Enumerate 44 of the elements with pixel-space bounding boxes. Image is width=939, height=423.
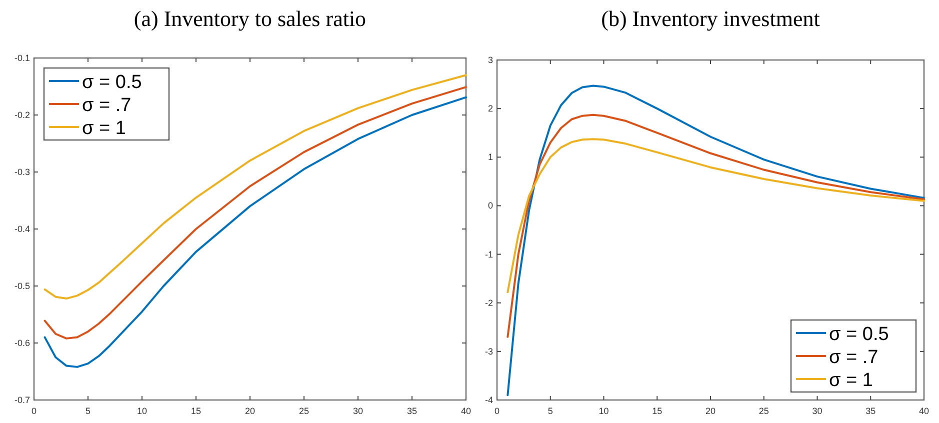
chart-title: (b) Inventory investment (601, 6, 820, 31)
legend-label: σ = .7 (829, 347, 878, 368)
legend-label: σ = 1 (82, 118, 126, 139)
y-tick-label: -0.7 (14, 395, 30, 405)
x-tick-label: 15 (190, 406, 202, 416)
legend-label: σ = .7 (82, 95, 132, 116)
x-tick-label: 20 (244, 406, 256, 416)
legend-label: σ = 0.5 (829, 324, 889, 345)
line-series (44, 74, 467, 300)
x-tick-label: 10 (598, 406, 609, 416)
y-tick-label: -0.1 (14, 53, 30, 63)
chart-title: (a) Inventory to sales ratio (134, 6, 366, 31)
x-tick-label: 35 (406, 406, 418, 416)
y-tick-label: -0.5 (14, 281, 30, 291)
x-tick-label: 40 (460, 406, 472, 416)
x-tick-label: 40 (918, 406, 930, 416)
y-tick-label: -2 (484, 298, 493, 308)
x-tick-label: 30 (352, 406, 364, 416)
x-tick-label: 0 (494, 406, 500, 416)
y-tick-label: -0.3 (14, 167, 30, 177)
line-series (506, 84, 925, 396)
x-tick-label: 0 (31, 406, 37, 416)
y-tick-label: -1 (484, 249, 493, 260)
y-tick-label: -4 (484, 395, 493, 405)
x-tick-label: 35 (866, 406, 876, 416)
y-tick-label: -0.6 (14, 338, 30, 348)
x-tick-label: 20 (705, 406, 716, 416)
x-tick-label: 25 (298, 406, 310, 416)
line-series (506, 138, 925, 294)
y-tick-label: -3 (484, 346, 493, 356)
legend-label: σ = 0.5 (82, 72, 142, 93)
legend-label: σ = 1 (829, 370, 873, 391)
x-tick-label: 10 (136, 406, 148, 416)
x-tick-label: 30 (812, 406, 822, 416)
x-tick-label: 25 (758, 406, 769, 416)
y-tick-label: 0 (488, 200, 493, 211)
y-tick-label: 1 (488, 152, 493, 162)
y-tick-label: -0.4 (14, 224, 30, 234)
x-tick-label: 15 (652, 406, 662, 416)
y-tick-label: -0.2 (14, 110, 30, 120)
y-tick-label: 2 (488, 104, 493, 114)
x-tick-label: 5 (548, 406, 553, 416)
x-tick-label: 5 (85, 406, 91, 416)
y-tick-label: 3 (488, 55, 493, 65)
